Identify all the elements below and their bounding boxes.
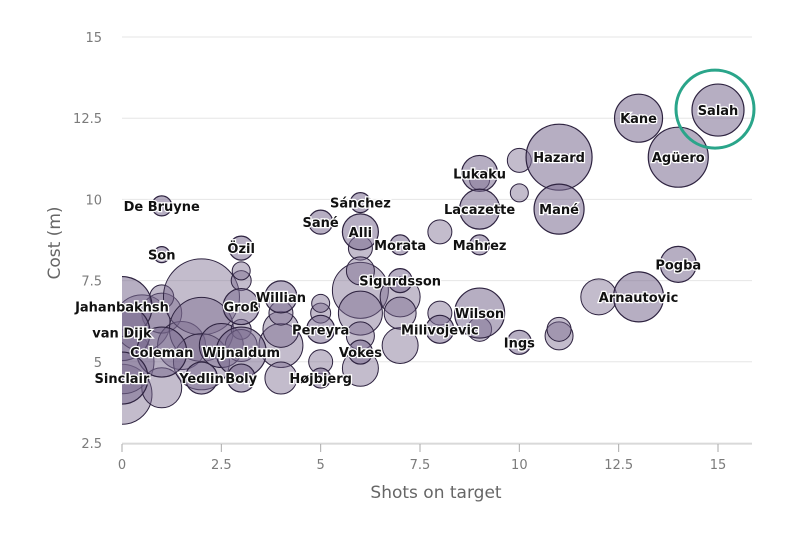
y-tick-label: 10	[85, 193, 102, 208]
label-ag-ero: Agüero	[652, 151, 705, 166]
label-milivojevic: Milivojevic	[401, 323, 479, 338]
label-s-nchez: Sánchez	[330, 197, 391, 212]
label-sinclair: Sinclair	[95, 372, 150, 387]
label-pereyra: Pereyra	[292, 323, 349, 338]
bubble-yedlin[interactable]	[184, 361, 219, 395]
x-tick-label: 5	[317, 458, 325, 473]
background-bubble[interactable]	[546, 316, 572, 342]
x-tick-label: 12.5	[604, 458, 633, 473]
label-de-bruyne: De Bruyne	[124, 200, 200, 215]
player-labels: Salah Kane Agüero Hazard Lukaku Mané Lacazette…	[73, 103, 740, 388]
label-man-: Mané	[539, 203, 579, 218]
x-tick-label: 2.5	[211, 458, 232, 473]
label-alli: Alli	[349, 226, 372, 241]
background-bubble[interactable]	[427, 219, 453, 245]
x-axis-title: Shots on target	[370, 483, 501, 503]
label--zil: Özil	[227, 241, 255, 257]
label-kane: Kane	[620, 112, 657, 127]
bubble-s-nchez[interactable]	[349, 192, 371, 214]
y-tick-label: 7.5	[81, 275, 102, 290]
axes: 0 2.5 5 7.5 10 12.5 15 2.5 5 7.5 10 12.5 15	[73, 31, 752, 473]
bubble-son[interactable]	[153, 246, 171, 264]
label-willian: Willian	[256, 291, 306, 306]
bubble-pereyra[interactable]	[306, 314, 336, 344]
label-wijnaldum: Wijnaldum	[202, 346, 280, 361]
bubble-morata[interactable]	[389, 234, 411, 256]
bubble--zil[interactable]	[228, 235, 254, 261]
highlight-layer	[674, 68, 756, 150]
bubble-sinclair[interactable]	[96, 351, 149, 405]
y-tick-label: 15	[85, 31, 102, 46]
background-bubble[interactable]	[331, 261, 389, 319]
bubble-ings[interactable]	[506, 329, 532, 355]
label-mahrez: Mahrez	[453, 239, 507, 254]
bubble-gro-[interactable]	[222, 287, 260, 326]
label-pogba: Pogba	[655, 258, 701, 273]
bubble-san-[interactable]	[308, 209, 334, 235]
label-salah: Salah	[698, 104, 739, 119]
bubble-boly[interactable]	[226, 363, 256, 393]
x-tick-label: 0	[118, 458, 126, 473]
bubble-salah[interactable]	[691, 83, 745, 137]
label-boly: Boly	[225, 372, 257, 387]
label-gro-: Groß	[224, 301, 259, 316]
y-tick-label: 12.5	[73, 112, 102, 127]
bubble-mahrez[interactable]	[469, 234, 491, 256]
bubble-de-bruyne[interactable]	[151, 195, 173, 217]
highlight-ring	[674, 68, 756, 150]
bubble-lacazette[interactable]	[459, 188, 501, 230]
label-ings: Ings	[504, 336, 535, 351]
background-bubble[interactable]	[264, 361, 298, 395]
label-san-: Sané	[303, 216, 339, 231]
label-son: Son	[148, 249, 176, 264]
label-wilson: Wilson	[455, 307, 504, 322]
bubble-pogba[interactable]	[659, 245, 697, 283]
bubble-coleman[interactable]	[136, 326, 188, 378]
bubble-wilson[interactable]	[454, 287, 506, 339]
label-arnautovic: Arnautovic	[599, 291, 679, 306]
bubble-arnautovic[interactable]	[612, 271, 665, 323]
label-vokes: Vokes	[339, 346, 382, 361]
background-bubble[interactable]	[509, 183, 529, 203]
label-hazard: Hazard	[533, 151, 585, 166]
bubble-h-jbjerg[interactable]	[310, 367, 332, 389]
background-bubble[interactable]	[337, 290, 383, 336]
label-jahanbakhsh: Jahanbakhsh	[74, 301, 169, 316]
y-tick-label: 2.5	[81, 437, 102, 452]
bubble-vokes[interactable]	[347, 339, 373, 365]
label-coleman: Coleman	[130, 346, 193, 361]
bubble-sigurdsson[interactable]	[387, 268, 413, 294]
bubble-milivojevic[interactable]	[425, 314, 455, 344]
label-lacazette: Lacazette	[444, 203, 515, 218]
y-axis-title: Cost (m)	[45, 206, 65, 279]
player-bubbles	[96, 83, 745, 405]
label-yedlin: Yedlin	[178, 372, 224, 387]
label-van-dijk: van Dijk	[92, 327, 152, 342]
bubble-willian[interactable]	[264, 280, 298, 314]
y-tick-label: 5	[94, 356, 102, 371]
background-bubble[interactable]	[345, 256, 375, 286]
x-tick-label: 10	[511, 458, 528, 473]
x-tick-label: 15	[710, 458, 727, 473]
label-morata: Morata	[374, 239, 426, 254]
background-bubbles	[122, 147, 618, 425]
label-lukaku: Lukaku	[453, 167, 506, 182]
x-tick-label: 7.5	[410, 458, 431, 473]
label-h-jbjerg: Højbjerg	[289, 372, 352, 387]
bubble-kane[interactable]	[613, 93, 664, 143]
background-bubble[interactable]	[544, 321, 574, 351]
bubble-man-[interactable]	[533, 183, 585, 235]
background-bubble[interactable]	[231, 261, 251, 281]
background-bubble[interactable]	[311, 293, 331, 313]
label-sigurdsson: Sigurdsson	[359, 275, 441, 290]
background-bubble[interactable]	[383, 296, 417, 330]
background-bubble[interactable]	[381, 327, 419, 365]
bubble-alli[interactable]	[341, 213, 379, 251]
